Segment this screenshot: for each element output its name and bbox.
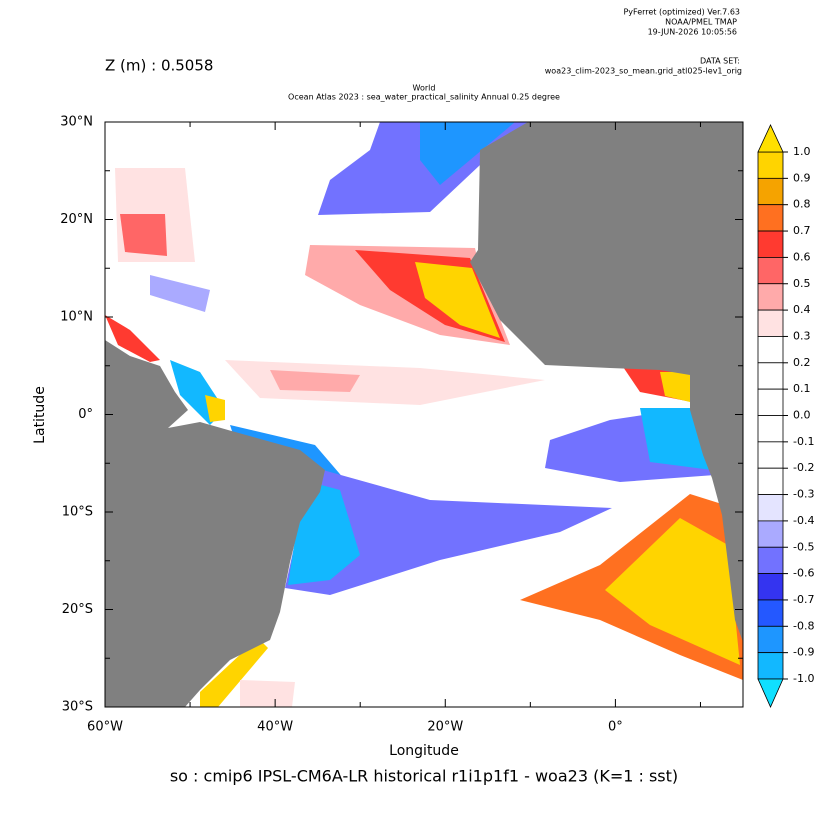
org: NOAA/PMEL TMAP (665, 18, 737, 27)
field-patch (285, 465, 612, 595)
colorbar-label: -1.0 (793, 672, 814, 685)
subtitle: Ocean Atlas 2023 : sea_water_practical_s… (288, 93, 560, 102)
colorbar-over (757, 124, 784, 153)
colorbar-label: -0.1 (793, 435, 814, 448)
y-tick-label: 0° (78, 407, 93, 422)
colorbar-cell (757, 362, 784, 390)
x-tick-label: 20°W (427, 720, 463, 735)
colorbar-label: 0.0 (793, 409, 811, 422)
colorbar-cell (757, 309, 784, 337)
caption: so : cmip6 IPSL-CM6A-LR historical r1i1p… (170, 767, 678, 786)
field-patch (120, 214, 167, 256)
dataset-label: DATA SET: (700, 57, 740, 66)
field-patch (420, 122, 515, 185)
dataset: woa23_clim-2023_so_mean.grid_atl025-lev1… (545, 67, 742, 76)
field-patch (605, 518, 740, 665)
y-tick-label: 30°N (60, 115, 93, 130)
colorbar-cell (757, 177, 784, 206)
colorbar-label: -0.2 (793, 461, 814, 474)
field-patch (415, 262, 500, 338)
colorbar-label: 0.4 (793, 303, 811, 316)
colorbar-label: -0.9 (793, 646, 814, 659)
y-tick-label: 20°S (62, 602, 93, 617)
colorbar-under (757, 678, 784, 708)
colorbar-label: 0.3 (793, 329, 811, 342)
colorbar-label: -0.3 (793, 488, 814, 501)
y-tick-label: 20°N (60, 212, 93, 227)
x-axis-label: Longitude (389, 743, 459, 759)
colorbar-label: 0.8 (793, 198, 811, 211)
colorbar-cell (757, 652, 784, 680)
colorbar-label: 0.7 (793, 224, 811, 237)
colorbar-label: 0.5 (793, 277, 811, 290)
field-patch (205, 395, 225, 422)
colorbar-label: 0.1 (793, 382, 811, 395)
colorbar-cell (757, 494, 784, 522)
colorbar-cell (757, 441, 784, 469)
field-patch (660, 372, 690, 402)
colorbar-label: 0.2 (793, 356, 811, 369)
field-patch (225, 360, 545, 405)
colorbar-cell (757, 283, 784, 311)
y-tick-label: 30°S (62, 700, 93, 715)
colorbar-label: -0.8 (793, 619, 814, 632)
colorbar-cell (757, 415, 784, 443)
colorbar-cell (757, 230, 784, 258)
land (105, 340, 325, 707)
colorbar-cell (757, 151, 784, 179)
y-axis-label: Latitude (32, 386, 48, 444)
colorbar-cell (757, 467, 784, 495)
depth-label: Z (m) : 0.5058 (105, 57, 213, 75)
colorbar-cell (757, 625, 784, 654)
colorbar-cell (757, 388, 784, 416)
colorbar-cell (757, 573, 784, 601)
colorbar-cell (757, 599, 784, 627)
map (105, 122, 743, 707)
colorbar-cell (757, 546, 784, 575)
field-patch (240, 680, 295, 707)
date: 19-JUN-2026 10:05:56 (648, 28, 737, 37)
colorbar-label: -0.7 (793, 593, 814, 606)
software: PyFerret (optimized) Ver.7.63 (623, 8, 740, 17)
colorbar-cell (757, 520, 784, 548)
field-patch (150, 275, 210, 312)
colorbar-cell (757, 336, 784, 364)
colorbar-cell (757, 256, 784, 285)
field-patch (270, 370, 360, 392)
y-tick-label: 10°N (60, 310, 93, 325)
colorbar-label: 1.0 (793, 145, 811, 158)
x-tick-label: 40°W (257, 720, 293, 735)
colorbar-label: -0.6 (793, 567, 814, 580)
x-tick-label: 0° (608, 720, 623, 735)
field-patch (200, 638, 268, 707)
title: World (413, 84, 436, 93)
land (470, 122, 743, 642)
field-patch (105, 315, 160, 362)
colorbar-label: -0.5 (793, 540, 814, 553)
y-tick-label: 10°S (62, 505, 93, 520)
colorbar-label: 0.9 (793, 171, 811, 184)
colorbar-label: -0.4 (793, 514, 814, 527)
x-tick-label: 60°W (87, 720, 123, 735)
colorbar-cell (757, 204, 784, 232)
colorbar-label: 0.6 (793, 250, 811, 263)
